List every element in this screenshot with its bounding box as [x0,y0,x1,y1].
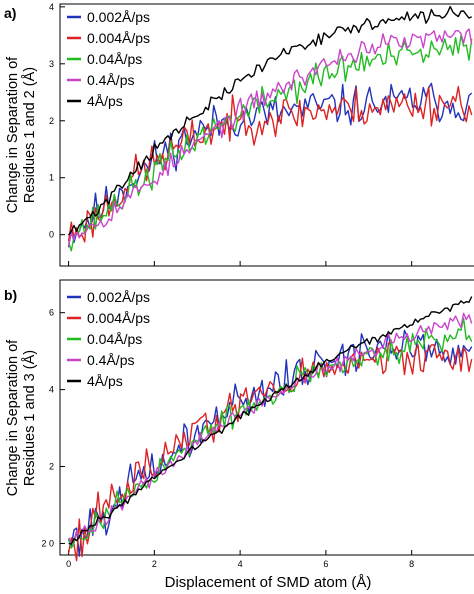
panel-a-frame [59,3,474,267]
legend-label: 0.004Å/ps [87,30,150,46]
series-line [67,85,473,243]
y-tick-label: 2 [49,462,54,472]
legend-label: 0.004Å/ps [87,310,150,326]
legend-label: 4Å/ps [87,93,123,109]
series-line [67,317,473,549]
panel-b-ylabel-line1: Change in Separation of [5,339,21,496]
series-line [67,34,473,252]
legend-label: 0.002Å/ps [87,289,150,305]
legend-label: 4Å/ps [87,373,123,389]
series-line [68,5,473,236]
x-tick-label: 0 [66,559,71,569]
panel-a-series [67,5,473,252]
legend-label: 0.002Å/ps [87,9,150,25]
panel-b-ylabel-line2: Residues 1 and 3 (Å) [21,350,38,486]
panel-b-series [67,296,473,562]
panel-a-ylabel-line1: Change in Separation of [5,56,21,213]
series-line [67,312,473,544]
y-tick-label: 4 [49,385,54,395]
panel-a: a) Change in Separation of Residues 1 an… [4,2,474,267]
series-line [67,28,473,247]
series-line [67,339,473,562]
panel-b-label: b) [4,287,17,303]
y-tick-label: 6 [49,308,54,318]
y-tick-label: 4 [49,2,54,12]
legend-label: 0.4Å/ps [87,352,134,368]
panel-a-label: a) [4,5,16,21]
y-tick-label: 0 [49,230,54,240]
legend-label: 0.04Å/ps [87,51,142,67]
series-line [67,329,473,557]
series-line [68,296,473,545]
y-tick-label: 1 [49,173,54,183]
series-line [67,82,473,248]
x-tick-label: 8 [409,559,414,569]
panel-b-y-ticks: 2 0 2 4 6 [41,308,65,548]
panel-a-y-ticks: 0 1 2 3 4 [49,2,65,240]
panel-b-legend: 0.002Å/ps 0.004Å/ps 0.04Å/ps 0.4Å/ps 4Å/ps [67,289,150,389]
panel-a-legend: 0.002Å/ps 0.004Å/ps 0.04Å/ps 0.4Å/ps 4Å/ps [67,9,150,109]
legend-label: 0.4Å/ps [87,72,134,88]
panel-a-ylabel-line2: Residues 1 and 2 (Å) [21,67,38,203]
y-tick-label: 3 [49,59,54,69]
panel-b: b) Change in Separation of Residues 1 an… [4,279,474,569]
y-tick-label: 2 [49,116,54,126]
y-tick-label: 2 0 [41,538,54,548]
legend-label: 0.04Å/ps [87,331,142,347]
panel-b-frame [59,279,474,556]
x-tick-label: 2 [152,559,157,569]
x-tick-label: 6 [323,559,328,569]
x-tick-label: 4 [238,559,243,569]
panel-b-x-ticks: 0 2 4 6 8 [66,550,414,569]
panel-a-x-ticks [68,261,413,266]
x-axis-label: Displacement of SMD atom (Å) [165,574,372,591]
